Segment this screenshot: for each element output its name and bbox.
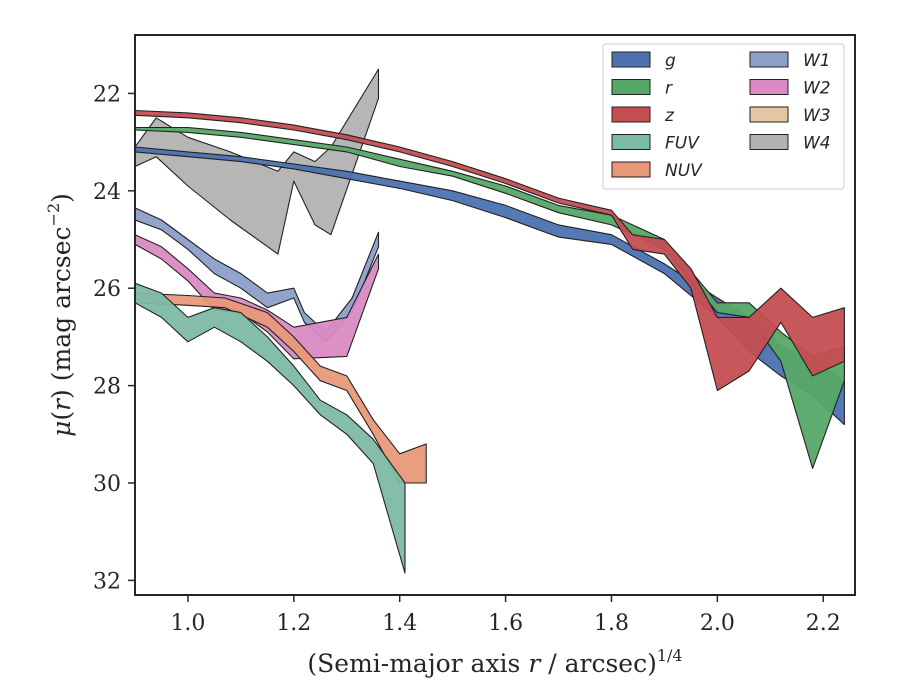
legend-swatch-g (611, 51, 651, 68)
y-tick-label: 26 (93, 277, 121, 302)
band-z (135, 109, 845, 392)
legend-label-r: r (665, 79, 673, 99)
x-tick-label: 2.2 (806, 611, 841, 636)
legend-label-g: g (665, 51, 676, 71)
band-fuv (135, 282, 406, 574)
legend-swatch-w3 (749, 106, 789, 123)
legend-label-w3: W3 (803, 106, 831, 126)
legend-swatch-r (611, 79, 651, 95)
y-axis-ticks: 22 24 26 28 30 32 (93, 82, 135, 594)
x-tick-label: 1.6 (488, 611, 523, 636)
legend-label-nuv: NUV (665, 161, 703, 181)
x-tick-label: 1.8 (594, 611, 629, 636)
y-tick-label: 22 (93, 82, 121, 107)
legend-swatch-fuv (611, 134, 651, 150)
x-axis-ticks: 1.0 1.2 1.4 1.6 1.8 2.0 2.2 (170, 595, 841, 636)
legend-label-w1: W1 (803, 51, 831, 71)
y-tick-label: 24 (93, 180, 121, 205)
legend-label-z: z (664, 106, 675, 126)
plot-frame (134, 34, 856, 596)
legend-swatch-w4 (749, 134, 789, 150)
y-tick-label: 30 (93, 472, 121, 497)
legend-swatch-nuv (611, 161, 651, 178)
band-w4 (135, 68, 380, 255)
x-tick-label: 1.2 (276, 611, 311, 636)
series-bands (135, 68, 845, 574)
legend-swatch-z (611, 106, 651, 123)
band-w1 (135, 207, 380, 343)
legend-label-fuv: FUV (665, 134, 700, 154)
y-axis-title: μ(r) (mag arcsec−2) (44, 193, 76, 437)
band-g (135, 146, 845, 426)
legend: grz FUV NUV W1 W2 W3 W4 (602, 43, 845, 190)
legend-swatch-w2 (749, 79, 789, 95)
y-tick-label: 32 (93, 569, 121, 594)
band-r (135, 126, 845, 469)
x-tick-label: 1.0 (170, 611, 205, 636)
y-tick-label: 28 (93, 375, 121, 400)
x-axis-title: (Semi-major axis r / arcsec)1/4 (307, 646, 682, 678)
x-tick-label: 2.0 (700, 611, 735, 636)
band-w2 (135, 234, 380, 360)
legend-label-w2: W2 (803, 79, 831, 99)
x-tick-label: 1.4 (382, 611, 417, 636)
legend-swatch-w1 (749, 51, 789, 68)
legend-label-w4: W4 (803, 134, 831, 154)
